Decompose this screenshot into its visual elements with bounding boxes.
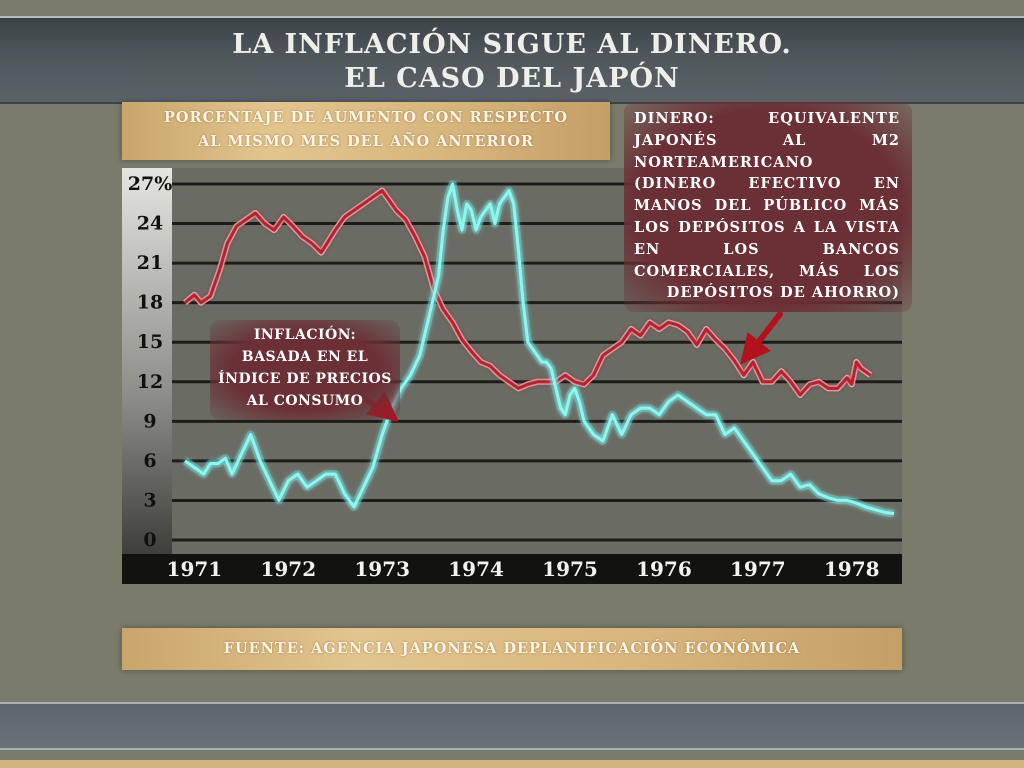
inflation-annotation-line: INFLACIÓN: bbox=[253, 327, 357, 343]
chart-subtitle: PORCENTAJE DE AUMENTO CON RESPECTO AL MI… bbox=[122, 102, 610, 160]
x-tick-label: 1978 bbox=[824, 557, 880, 581]
footer-strip bbox=[0, 760, 1024, 768]
page-title-line2: EL CASO DEL JAPÓN bbox=[344, 63, 680, 94]
x-tick-labels: 1971 1972 1973 1974 1975 1976 1977 1978 bbox=[167, 557, 880, 581]
x-tick-label: 1973 bbox=[354, 557, 410, 581]
money-annotation-line: EN LOS BANCOS bbox=[634, 240, 900, 258]
x-axis-band bbox=[122, 554, 902, 584]
y-axis-panel bbox=[122, 168, 172, 554]
money-annotation-line: DEPÓSITOS DE AHORRO) bbox=[666, 284, 900, 302]
series-lines bbox=[182, 180, 895, 518]
x-tick-label: 1974 bbox=[448, 557, 504, 581]
chart-subtitle-line2: AL MISMO MES DEL AÑO ANTERIOR bbox=[197, 133, 535, 150]
y-tick-labels: 0 3 6 9 12 15 18 21 24 27% bbox=[128, 173, 173, 551]
money-annotation-line: COMERCIALES, MÁS LOS bbox=[634, 262, 900, 280]
x-tick-label: 1976 bbox=[636, 557, 692, 581]
y-tick-label: 12 bbox=[137, 371, 163, 393]
title-bar: LA INFLACIÓN SIGUE AL DINERO. EL CASO DE… bbox=[0, 16, 1024, 104]
x-tick-label: 1975 bbox=[542, 557, 598, 581]
money-annotation-line: MANOS DEL PÚBLICO MÁS bbox=[634, 197, 900, 215]
source-note: FUENTE: AGENCIA JAPONESA DEPLANIFICACIÓN… bbox=[122, 628, 902, 670]
money-annotation-line: NORTEAMERICANO bbox=[634, 153, 814, 171]
footer-bar bbox=[0, 702, 1024, 750]
inflation-annotation-line: BASADA EN EL bbox=[241, 349, 369, 365]
page-title-line1: LA INFLACIÓN SIGUE AL DINERO. bbox=[232, 29, 792, 60]
money-annotation-line: (DINERO EFECTIVO EN bbox=[634, 175, 900, 193]
y-tick-label: 6 bbox=[143, 450, 156, 472]
x-tick-label: 1971 bbox=[167, 557, 223, 581]
inflation-annotation: INFLACIÓN: BASADA EN EL ÍNDICE DE PRECIOS A… bbox=[210, 320, 400, 420]
y-tick-label: 24 bbox=[137, 213, 163, 235]
y-tick-label: 0 bbox=[143, 529, 156, 551]
chart-subtitle-line1: PORCENTAJE DE AUMENTO CON RESPECTO bbox=[164, 109, 568, 126]
y-tick-label: 3 bbox=[143, 489, 156, 511]
money-annotation-line: JAPONÉS AL M2 bbox=[634, 131, 900, 149]
y-tick-label: 15 bbox=[137, 331, 163, 353]
y-tick-label: 18 bbox=[137, 292, 163, 314]
x-tick-label: 1977 bbox=[730, 557, 786, 581]
money-pointer-arrow bbox=[740, 311, 783, 365]
y-tick-label: 21 bbox=[137, 252, 163, 274]
inflation-line bbox=[184, 182, 895, 516]
x-tick-label: 1972 bbox=[260, 557, 316, 581]
money-annotation: DINERO: EQUIVALENTE JAPONÉS AL M2 NORTEAME… bbox=[624, 102, 912, 312]
money-line bbox=[184, 189, 872, 397]
money-annotation-line: DINERO: EQUIVALENTE bbox=[634, 110, 900, 127]
money-annotation-line: LOS DEPÓSITOS A LA VISTA bbox=[634, 218, 900, 236]
y-tick-label: 9 bbox=[143, 410, 156, 432]
y-tick-label: 27% bbox=[128, 173, 173, 195]
inflation-annotation-line: ÍNDICE DE PRECIOS bbox=[218, 371, 392, 387]
inflation-annotation-line: AL CONSUMO bbox=[246, 393, 364, 409]
